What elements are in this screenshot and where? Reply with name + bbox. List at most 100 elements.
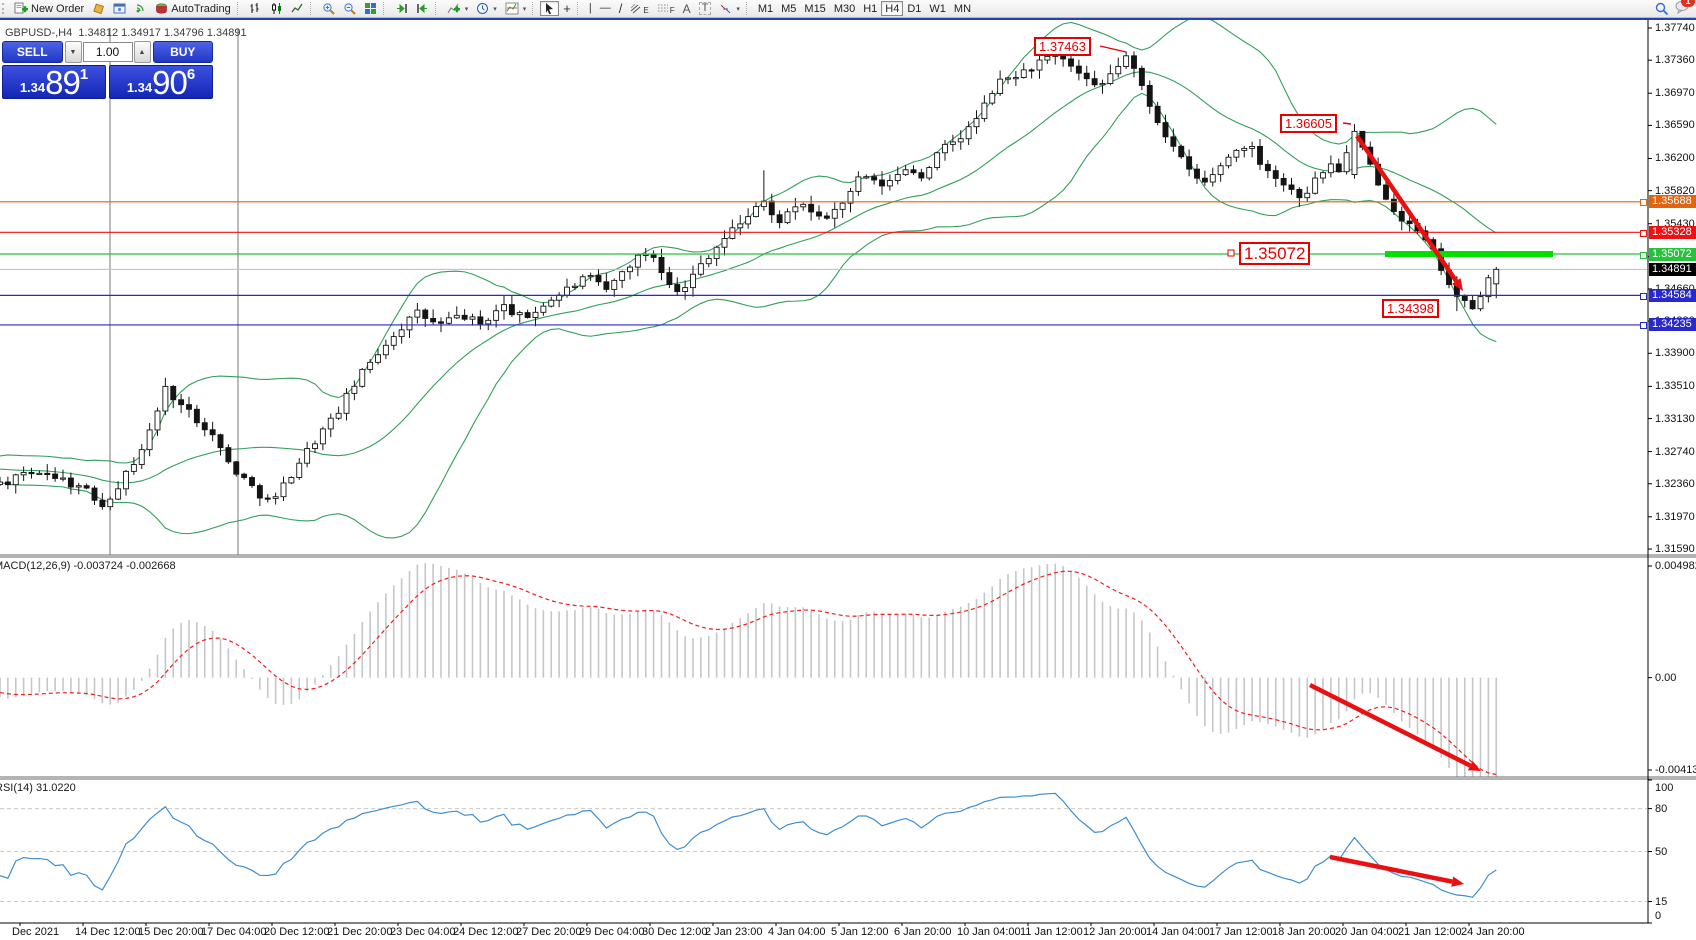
volume-input[interactable]: 1.00 [82,42,133,62]
toolbar-grip[interactable] [2,3,8,14]
arrows-tool-button[interactable]: ▾ [715,1,744,16]
bear-candle-body [178,399,185,406]
timeframe-h1-button[interactable]: H1 [859,1,881,16]
bull-candle-body [343,392,350,414]
bear-candle-body [1201,177,1208,183]
bull-candle-body [1005,77,1011,80]
signal-button[interactable] [130,1,151,16]
fibonacci-tool-button[interactable]: F [653,1,679,16]
chart-shift-button[interactable] [412,1,433,16]
bear-candle-body [91,487,98,501]
trendline-tool-button[interactable]: / [615,1,627,16]
rsi-panel[interactable] [0,792,1648,903]
package-button[interactable] [88,1,109,16]
toolbar-separator [434,2,441,15]
timeframe-mn-button[interactable]: MN [950,1,975,16]
bull-candle-body [1012,77,1019,80]
volume-decrease-button[interactable]: ▼ [64,41,82,63]
tile-windows-button[interactable] [360,1,381,16]
timeframe-w1-button[interactable]: W1 [925,1,950,16]
bull-candle-body [130,464,137,472]
price-callout-1.35072[interactable]: 1.35072 [1239,242,1311,265]
periods-button[interactable]: ▾ [472,1,501,16]
bollinger-lower-band[interactable] [0,92,1497,539]
sell-button[interactable]: SELL [2,41,63,63]
bar-chart-button[interactable] [245,1,266,16]
text-label-tool-button[interactable]: T [695,1,716,16]
bull-candle-body [737,223,744,229]
level-line-marker[interactable] [1640,251,1647,259]
new-order-button[interactable]: New Order [10,1,88,16]
trend-arrow-2[interactable] [1308,682,1472,768]
buy-button[interactable]: BUY [152,41,213,63]
search-icon[interactable] [1655,2,1669,16]
rsi-axis-label: 50 [1655,845,1668,858]
volume-increase-button[interactable]: ▲ [133,41,151,63]
sell-price-display[interactable]: 1.34 89 1 [2,65,106,99]
level-line-marker[interactable] [1640,199,1647,207]
price-callout-1.37463[interactable]: 1.37463 [1034,37,1091,56]
bull-candle-body [847,190,854,204]
y-axis-label: 1.32360 [1655,477,1695,490]
line-chart-button[interactable] [287,1,308,16]
terminal-button[interactable] [109,1,130,16]
timeframe-m30-button[interactable]: M30 [830,1,859,16]
macd-signal-line[interactable] [0,570,1497,776]
rsi-line[interactable] [0,792,1497,898]
text-tool-button[interactable]: A [679,1,695,16]
horizontal-line-tool-button[interactable]: — [596,1,615,16]
bollinger-middle-band[interactable] [0,71,1497,484]
timeframe-m1-button[interactable]: M1 [754,1,777,16]
candlestick-chart-button[interactable] [266,1,287,16]
bear-candle-body [918,172,925,179]
level-line-marker[interactable] [1640,229,1647,237]
x-axis-date-label: 6 Jan 20:00 [894,926,952,938]
bear-candle-body [1178,145,1185,158]
bull-candle-body [1327,163,1334,174]
autotrading-button[interactable]: AutoTrading [151,1,235,16]
bull-candle-body [138,449,145,465]
fibonacci-icon [657,4,668,12]
bull-candle-body [721,238,728,248]
zoom-in-button[interactable] [318,1,339,16]
bull-candle-body [564,286,570,296]
cursor-tool-button[interactable] [540,1,560,16]
annotation-layer [1099,45,1481,887]
bollinger-upper-band[interactable] [0,17,1497,464]
notifications-button[interactable]: 1 [1675,0,1695,17]
bear-candle-body [209,429,216,436]
auto-scroll-button[interactable] [391,1,412,16]
crosshair-tool-button[interactable]: + [559,1,575,16]
channel-tool-button[interactable]: E [626,1,652,16]
macd-axis-label: 0.00 [1655,671,1677,684]
templates-caret-icon: ▾ [522,5,527,13]
timeframe-m15-button[interactable]: M15 [800,1,829,16]
buy-price-display[interactable]: 1.34 90 6 [109,65,213,99]
templates-button[interactable]: ▾ [501,1,531,16]
bear-candle-body [44,472,51,475]
indicators-button[interactable]: ▾ [443,1,473,16]
auto-scroll-icon [396,3,407,14]
price-callout-1.36605[interactable]: 1.36605 [1280,114,1337,133]
macd-panel[interactable] [0,562,1498,794]
zoom-out-button[interactable] [339,1,360,16]
vertical-line-tool-button[interactable]: | [585,1,596,16]
level-line-marker[interactable] [1640,322,1647,330]
level-line-marker[interactable] [1640,292,1647,300]
bear-candle-body [233,461,240,475]
bull-candle-body [1123,55,1130,67]
trend-arrow-3[interactable] [1329,854,1453,884]
bull-candle-body [942,143,948,154]
candlesticks[interactable] [0,51,1500,511]
bull-candle-body [280,482,287,498]
timeframe-d1-button[interactable]: D1 [903,1,925,16]
timeframe-h4-button[interactable]: H4 [881,1,904,16]
x-axis-date-label: 17 Jan 12:00 [1209,926,1273,938]
main-price-panel[interactable] [0,17,1648,555]
arrows-icon [720,4,731,13]
price-callout-1.34398[interactable]: 1.34398 [1382,299,1439,318]
bear-candle-body [879,179,885,187]
trend-arrow-1[interactable] [1355,134,1459,283]
timeframe-m5-button[interactable]: M5 [777,1,800,16]
